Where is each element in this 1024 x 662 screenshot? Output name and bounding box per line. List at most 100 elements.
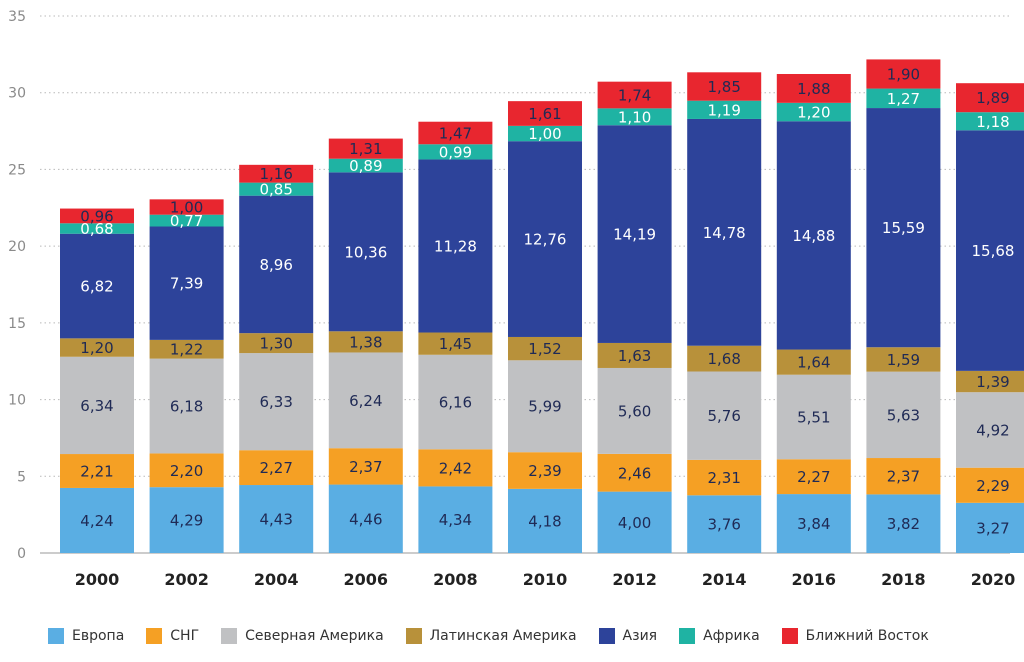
data-label: 6,18 — [170, 398, 203, 416]
data-label: 1,89 — [976, 89, 1009, 107]
bar-segment — [328, 352, 403, 449]
data-label: 6,16 — [439, 394, 472, 412]
legend-item: Азия — [598, 628, 658, 644]
bar-segment — [239, 450, 314, 486]
bar-segment — [776, 349, 851, 375]
data-label: 1,68 — [707, 350, 740, 368]
data-label: 1,63 — [618, 347, 651, 365]
bar-segment — [866, 59, 941, 89]
bar-segment — [687, 72, 762, 101]
x-tick-label: 2006 — [344, 570, 389, 589]
bar-segment — [597, 367, 672, 454]
data-label: 2,27 — [259, 459, 292, 477]
data-label: 5,51 — [797, 408, 830, 426]
bar-segment — [149, 487, 224, 553]
bar-segment — [687, 100, 762, 119]
data-label: 3,84 — [797, 515, 830, 533]
x-tick-label: 2020 — [971, 570, 1016, 589]
legend-label: Азия — [622, 628, 658, 644]
data-label: 1,45 — [439, 335, 472, 353]
data-label: 12,76 — [524, 231, 567, 249]
data-label: 2,31 — [707, 469, 740, 487]
x-tick-label: 2012 — [612, 570, 657, 589]
bar-segment — [866, 347, 941, 372]
y-tick-label: 25 — [8, 162, 26, 178]
bar-segment — [239, 195, 314, 334]
data-label: 14,19 — [613, 226, 656, 244]
legend-item: Европа — [48, 628, 124, 644]
data-label: 3,27 — [976, 519, 1009, 537]
bar-segment — [776, 374, 851, 460]
bar-segment — [776, 121, 851, 350]
bar-segment — [508, 141, 582, 337]
y-tick-label: 0 — [17, 546, 26, 562]
bar-segment — [956, 83, 1024, 113]
bar-segment — [687, 118, 762, 346]
bar-segment — [418, 449, 493, 487]
bar-segment — [956, 502, 1024, 553]
data-label: 0,96 — [80, 207, 113, 225]
bar-segment — [687, 459, 762, 496]
data-label: 1,16 — [259, 165, 292, 183]
legend-swatch — [781, 628, 798, 644]
bar-segment — [239, 164, 314, 183]
data-label: 1,59 — [887, 351, 920, 369]
data-label: 6,24 — [349, 392, 382, 410]
bar-segment — [866, 371, 941, 459]
legend-swatch — [146, 628, 163, 644]
data-label: 1,18 — [976, 113, 1009, 131]
legend-label: Северная Америка — [245, 628, 384, 644]
data-label: 4,24 — [80, 512, 113, 530]
data-label: 2,39 — [528, 462, 561, 480]
bar-segment — [149, 226, 224, 340]
data-label: 4,92 — [976, 421, 1009, 439]
y-axis: 0 5 10 15 20 25 30 35 — [8, 9, 26, 562]
bar-segment — [328, 484, 403, 553]
bar-segment — [956, 130, 1024, 371]
legend-swatch — [405, 628, 422, 644]
data-label: 2,37 — [349, 458, 382, 476]
data-label: 2,21 — [80, 462, 113, 480]
bar-segment — [597, 81, 672, 109]
y-tick-label: 15 — [8, 316, 26, 332]
data-label: 2,29 — [976, 477, 1009, 495]
bar-segment — [866, 108, 941, 348]
data-label: 1,30 — [259, 335, 292, 353]
data-label: 1,61 — [528, 105, 561, 123]
x-tick-label: 2008 — [433, 570, 478, 589]
bar-segment — [60, 233, 134, 339]
bar-segment — [149, 358, 224, 454]
bar-segment — [60, 338, 134, 357]
bar-segment — [239, 333, 314, 354]
bar-segment — [239, 182, 314, 196]
bar-segment — [597, 108, 672, 126]
data-label: 14,88 — [792, 227, 835, 245]
bar-segment — [60, 356, 134, 455]
bar-segment — [508, 452, 582, 489]
data-label: 4,43 — [259, 511, 292, 529]
bar-segment — [597, 125, 672, 343]
bar-segment — [149, 339, 224, 359]
data-label: 1,74 — [618, 87, 651, 105]
legend-swatch — [48, 628, 64, 644]
data-label: 5,63 — [887, 406, 920, 424]
data-label: 2,27 — [797, 468, 830, 486]
x-tick-label: 2018 — [881, 570, 926, 589]
bar-segment — [866, 88, 941, 109]
bar-segment — [687, 495, 762, 553]
data-label: 15,59 — [882, 219, 925, 237]
bar-segment — [149, 199, 224, 215]
y-tick-label: 20 — [8, 239, 26, 255]
data-label: 2,20 — [170, 462, 203, 480]
data-label: 5,60 — [618, 402, 651, 420]
data-label: 3,76 — [707, 516, 740, 534]
bar-segment — [687, 345, 762, 372]
data-label: 4,34 — [439, 511, 472, 529]
x-axis: 2000 2002 2004 2006 2008 2010 2012 2014 2016 2018… — [75, 570, 1016, 589]
bar-segment — [866, 494, 941, 553]
bar-segment — [60, 223, 134, 234]
bar-segment — [239, 485, 314, 553]
data-label: 1,39 — [976, 373, 1009, 391]
bar-segment — [508, 360, 582, 453]
data-label: 7,39 — [170, 275, 203, 293]
